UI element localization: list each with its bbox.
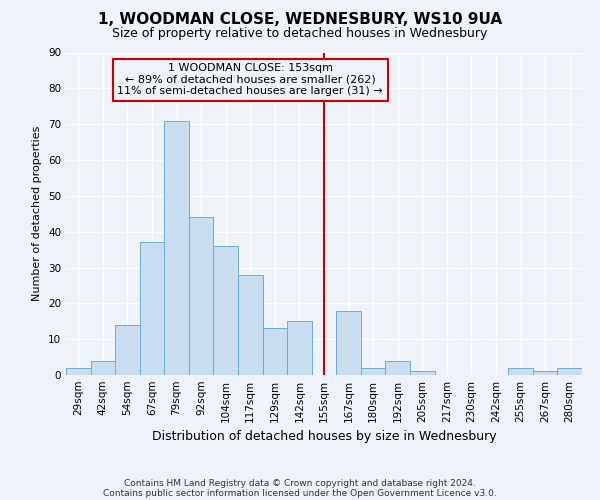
Bar	[410, 372, 434, 375]
Bar	[164, 120, 189, 375]
Bar	[66, 368, 91, 375]
X-axis label: Distribution of detached houses by size in Wednesbury: Distribution of detached houses by size …	[152, 430, 496, 444]
Bar	[189, 218, 214, 375]
Bar	[385, 360, 410, 375]
Text: Contains HM Land Registry data © Crown copyright and database right 2024.: Contains HM Land Registry data © Crown c…	[124, 478, 476, 488]
Bar	[140, 242, 164, 375]
Y-axis label: Number of detached properties: Number of detached properties	[32, 126, 43, 302]
Bar	[287, 322, 312, 375]
Bar	[336, 310, 361, 375]
Bar	[91, 360, 115, 375]
Bar	[214, 246, 238, 375]
Text: 1, WOODMAN CLOSE, WEDNESBURY, WS10 9UA: 1, WOODMAN CLOSE, WEDNESBURY, WS10 9UA	[98, 12, 502, 28]
Bar	[361, 368, 385, 375]
Bar	[238, 274, 263, 375]
Bar	[508, 368, 533, 375]
Bar	[533, 372, 557, 375]
Bar	[263, 328, 287, 375]
Bar	[115, 325, 140, 375]
Bar	[557, 368, 582, 375]
Text: Size of property relative to detached houses in Wednesbury: Size of property relative to detached ho…	[112, 28, 488, 40]
Text: 1 WOODMAN CLOSE: 153sqm
← 89% of detached houses are smaller (262)
11% of semi-d: 1 WOODMAN CLOSE: 153sqm ← 89% of detache…	[118, 63, 383, 96]
Text: Contains public sector information licensed under the Open Government Licence v3: Contains public sector information licen…	[103, 488, 497, 498]
